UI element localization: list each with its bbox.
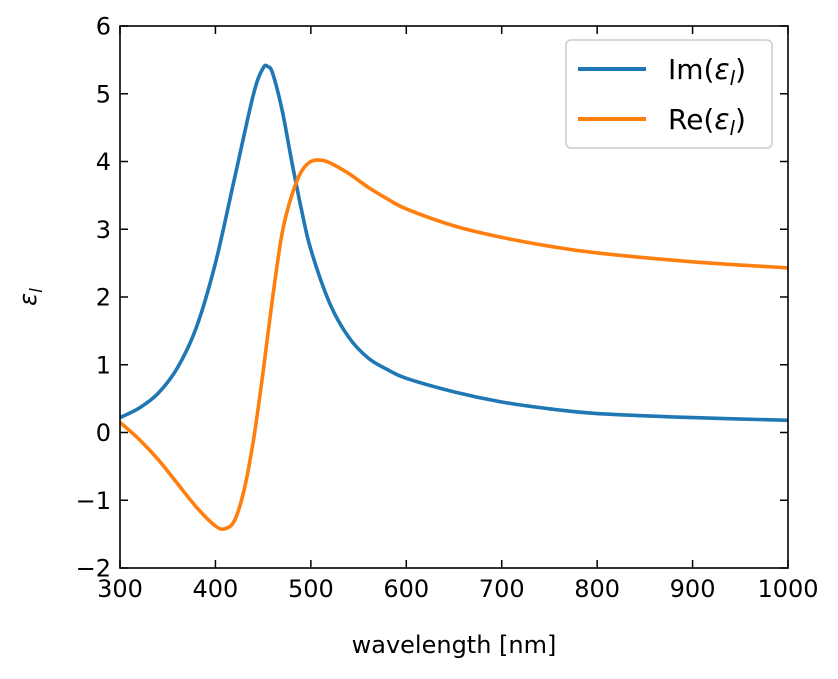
x-tick-label: 800 — [574, 575, 620, 603]
series-layer — [118, 63, 789, 531]
y-tick-label: 2 — [96, 284, 111, 312]
x-tick-label: 300 — [97, 575, 143, 603]
x-tick-label: 600 — [383, 575, 429, 603]
legend-label-re: Re(εl) — [668, 103, 746, 140]
legend-label-im: Im(εl) — [668, 53, 746, 90]
x-tick-label: 500 — [288, 575, 334, 603]
y-tick-labels: −2 −1 0 1 2 3 4 5 6 — [76, 13, 111, 583]
y-tick-label: 5 — [96, 80, 111, 108]
x-axis-title: wavelength [nm] — [352, 631, 557, 659]
plot-frame — [119, 25, 789, 569]
x-tick-label: 700 — [479, 575, 525, 603]
series-re-line — [118, 158, 789, 531]
y-tick-label: 0 — [96, 419, 111, 447]
legend: Im(εl) Re(εl) — [565, 39, 773, 149]
y-tick-label: 3 — [96, 216, 111, 244]
y-tick-label: 4 — [96, 148, 111, 176]
y-tick-label: 1 — [96, 351, 111, 379]
y-tick-label: −1 — [76, 487, 111, 515]
y-tick-label: −2 — [76, 555, 111, 583]
y-tick-label: 6 — [96, 13, 111, 41]
x-tick-label: 900 — [670, 575, 716, 603]
x-tick-label: 400 — [193, 575, 239, 603]
x-tick-label: 1000 — [757, 575, 818, 603]
x-tick-labels: 300 400 500 600 700 800 900 1000 — [97, 575, 818, 603]
y-axis-title: εl — [14, 288, 46, 306]
